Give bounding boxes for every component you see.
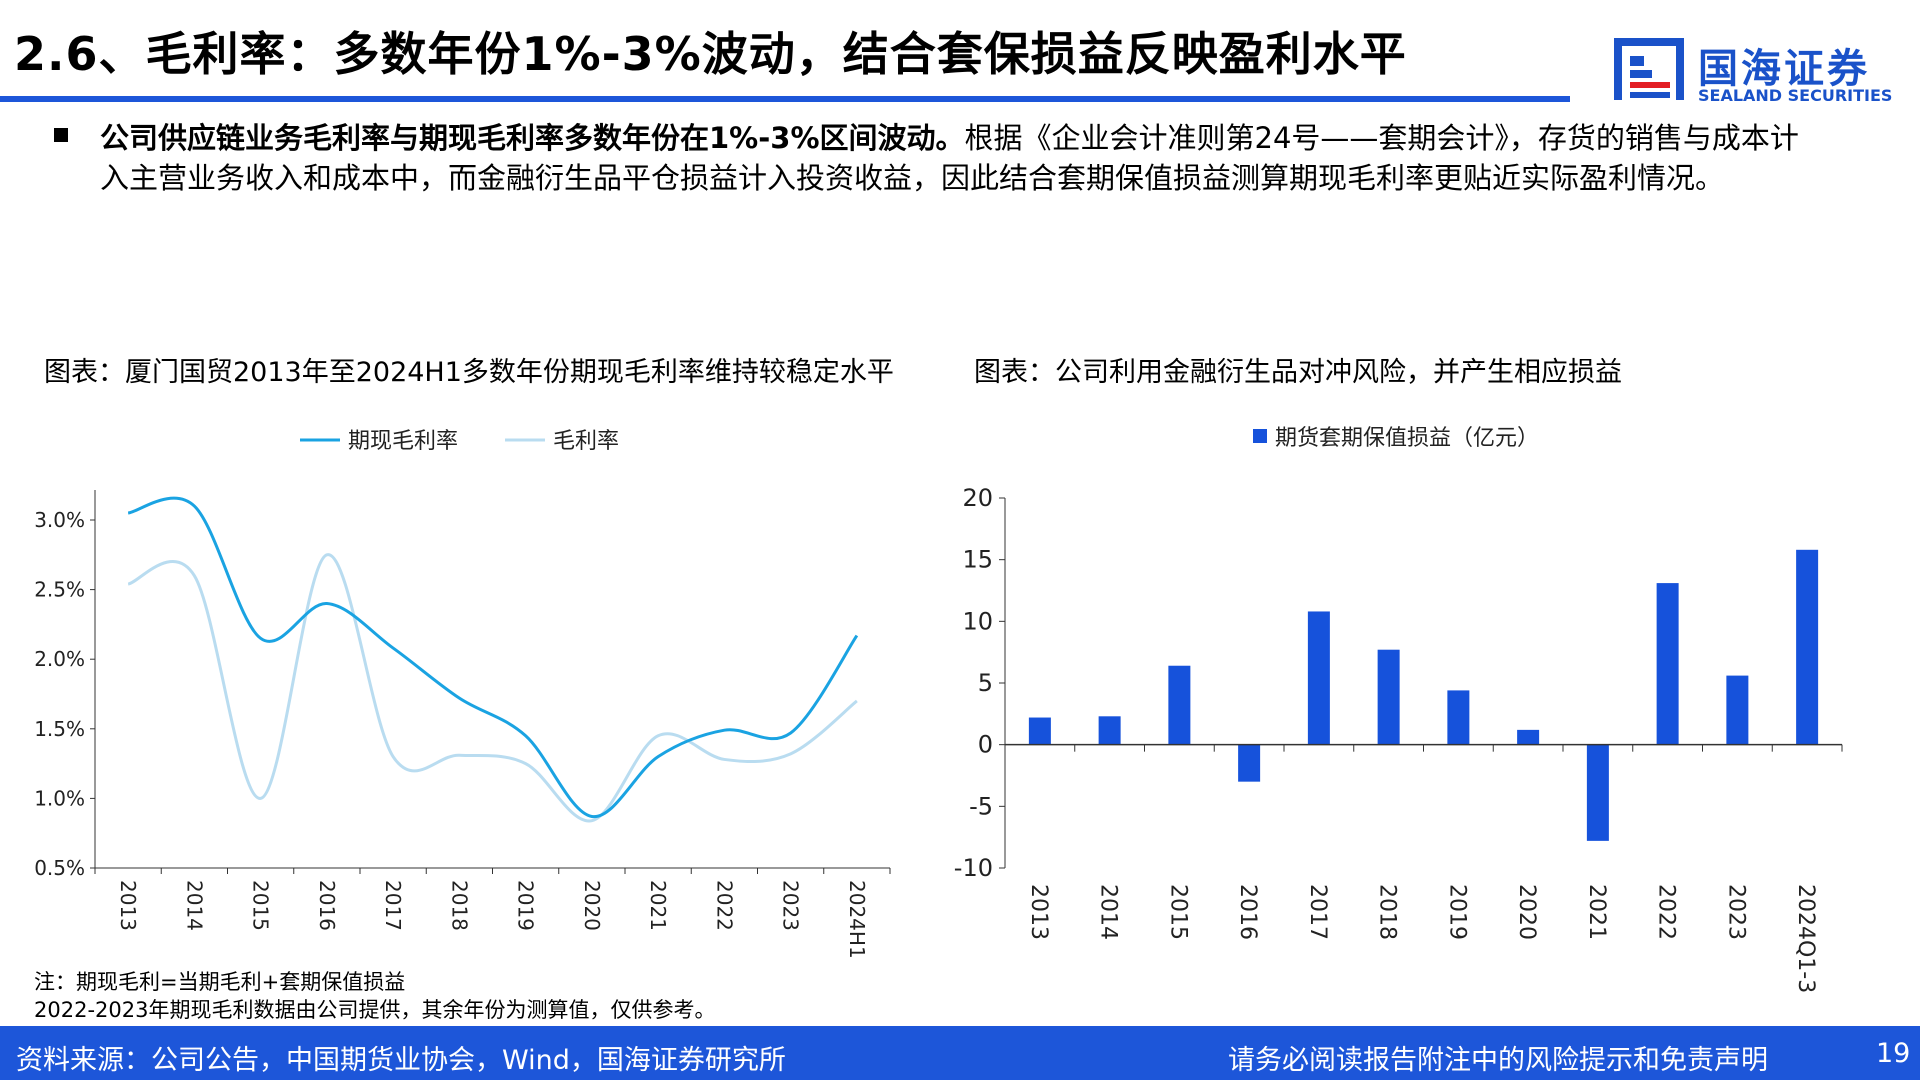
- x-tick-label: 2024Q1-3: [1793, 884, 1818, 993]
- x-tick-label: 2016: [1235, 884, 1260, 940]
- x-tick-label: 2024H1: [845, 880, 869, 959]
- bar-2: [1168, 666, 1190, 745]
- x-tick-label: 2021: [646, 880, 670, 931]
- bar-1: [1099, 716, 1121, 744]
- y-tick-label: 0: [978, 731, 993, 759]
- bar-10: [1726, 676, 1748, 745]
- series-line-1: [128, 555, 857, 821]
- x-tick-label: 2023: [1723, 884, 1748, 940]
- footer-bar: 资料来源：公司公告，中国期货业协会，Wind，国海证券研究所 请务必阅读报告附注…: [0, 1026, 1920, 1080]
- bar-7: [1517, 730, 1539, 745]
- y-tick-label: 1.0%: [34, 786, 85, 810]
- x-tick-label: 2020: [580, 880, 604, 931]
- bullet-square: [54, 128, 68, 142]
- page-number: 19: [1876, 1038, 1910, 1069]
- bar-8: [1587, 745, 1609, 841]
- logo-emblem-icon: [1612, 34, 1692, 108]
- company-logo: 国海证券 SEALAND SECURITIES: [1612, 30, 1912, 110]
- series-line-0: [128, 498, 857, 817]
- x-tick-label: 2018: [1375, 884, 1400, 940]
- x-tick-label: 2013: [116, 880, 140, 931]
- bar-0: [1029, 718, 1051, 745]
- note-line-1: 注：期现毛利=当期毛利+套期保值损益: [34, 966, 405, 996]
- x-tick-label: 2022: [712, 880, 736, 931]
- y-tick-label: 3.0%: [34, 508, 85, 532]
- legend-swatch: [1253, 429, 1267, 443]
- footer-disclaimer: 请务必阅读报告附注中的风险提示和免责声明: [1228, 1038, 1768, 1077]
- legend-label-0: 期现毛利率: [348, 429, 458, 454]
- footer-source: 资料来源：公司公告，中国期货业协会，Wind，国海证券研究所: [16, 1038, 786, 1077]
- x-tick-label: 2021: [1584, 884, 1609, 940]
- title-rule: [0, 96, 1570, 102]
- summary-paragraph: 公司供应链业务毛利率与期现毛利率多数年份在1%-3%区间波动。根据《企业会计准则…: [100, 118, 1820, 198]
- left-chart-title: 图表：厦门国贸2013年至2024H1多数年份期现毛利率维持较稳定水平: [44, 350, 894, 389]
- x-tick-label: 2020: [1514, 884, 1539, 940]
- y-tick-label: -5: [969, 792, 993, 820]
- x-tick-label: 2014: [1096, 884, 1121, 940]
- y-tick-label: 2.0%: [34, 647, 85, 671]
- y-tick-label: 2.5%: [34, 578, 85, 602]
- y-tick-label: 15: [962, 546, 993, 574]
- x-tick-label: 2013: [1026, 884, 1051, 940]
- x-tick-label: 2017: [381, 880, 405, 931]
- line-chart: 0.5% 1.0% 1.5% 2.0% 2.5% 3.0% 2013 2014 2015 2016…: [0, 410, 920, 980]
- bar-11: [1796, 550, 1818, 745]
- bar-9: [1657, 583, 1679, 745]
- bar-5: [1378, 650, 1400, 745]
- summary-bold: 公司供应链业务毛利率与期现毛利率多数年份在1%-3%区间波动。: [100, 121, 965, 155]
- y-tick-label: 20: [962, 484, 993, 512]
- page-title: 2.6、毛利率：多数年份1%-3%波动，结合套保损益反映盈利水平: [14, 18, 1407, 84]
- bar-6: [1447, 690, 1469, 744]
- y-tick-label: 1.5%: [34, 717, 85, 741]
- right-chart-title: 图表：公司利用金融衍生品对冲风险，并产生相应损益: [974, 350, 1622, 389]
- x-tick-label: 2019: [1444, 884, 1469, 940]
- bar-chart: -10 -5 0 5 10 15 20 2013 2014 2015 2016 2017 2018 201…: [930, 410, 1860, 1000]
- y-tick-label: -10: [954, 854, 993, 882]
- legend-label-1: 毛利率: [553, 429, 619, 454]
- bar-3: [1238, 745, 1260, 782]
- x-tick-label: 2015: [1165, 884, 1190, 940]
- x-tick-label: 2017: [1305, 884, 1330, 940]
- x-tick-label: 2014: [182, 880, 206, 931]
- bar-4: [1308, 611, 1330, 744]
- x-tick-label: 2023: [779, 880, 803, 931]
- x-tick-label: 2022: [1654, 884, 1679, 940]
- y-tick-label: 10: [962, 607, 993, 635]
- y-tick-label: 5: [978, 669, 993, 697]
- y-tick-label: 0.5%: [34, 856, 85, 880]
- x-tick-label: 2016: [315, 880, 339, 931]
- note-line-2: 2022-2023年期现毛利数据由公司提供，其余年份为测算值，仅供参考。: [34, 994, 715, 1024]
- x-tick-label: 2019: [514, 880, 538, 931]
- x-tick-label: 2018: [447, 880, 471, 931]
- x-tick-label: 2015: [249, 880, 273, 931]
- legend-label: 期货套期保值损益（亿元）: [1275, 426, 1539, 451]
- logo-en: SEALAND SECURITIES: [1698, 86, 1892, 105]
